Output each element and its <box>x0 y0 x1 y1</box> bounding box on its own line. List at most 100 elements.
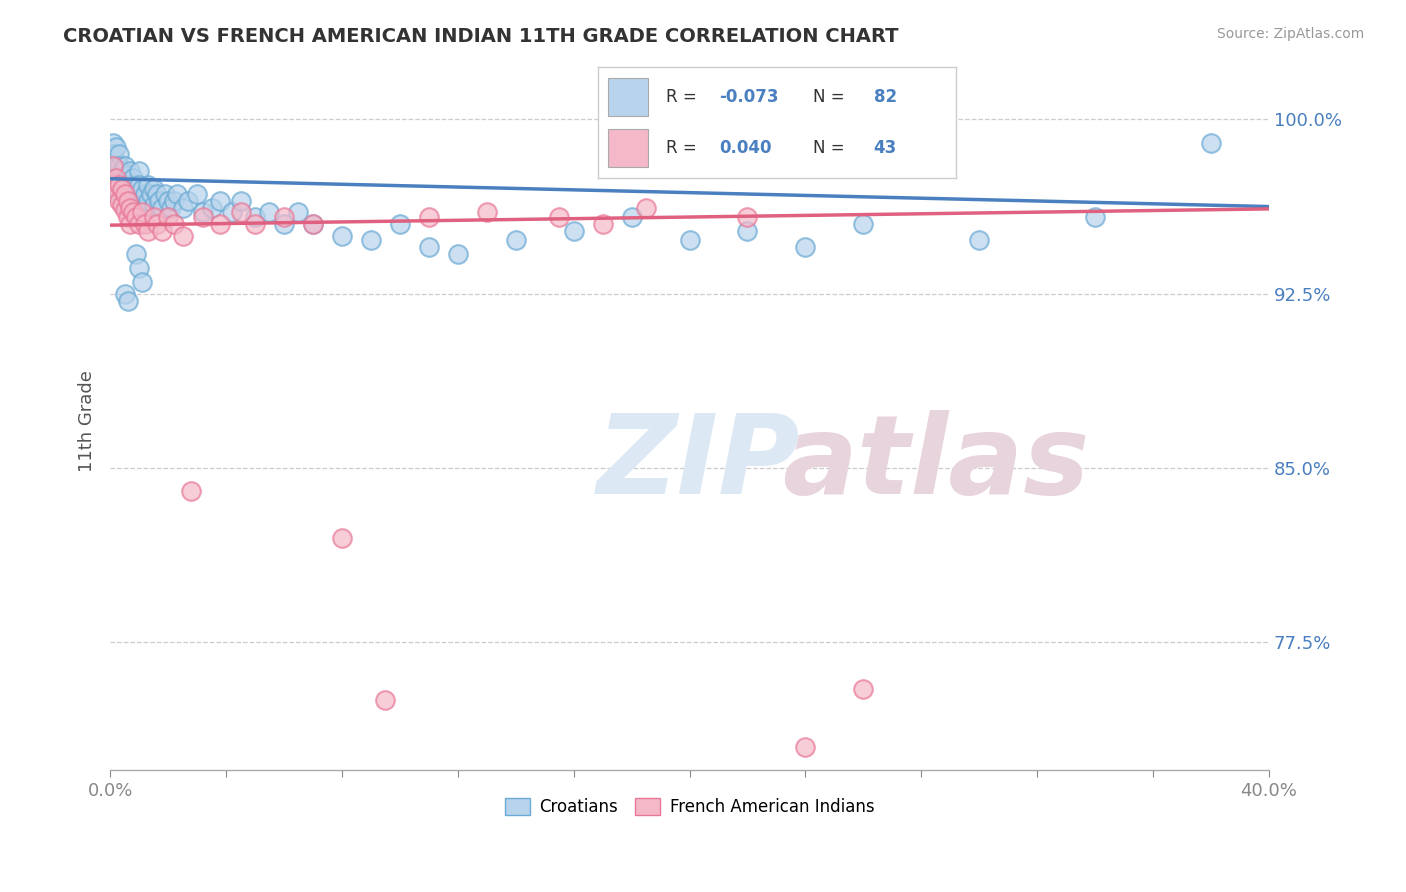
Point <box>967 233 990 247</box>
Point <box>122 170 145 185</box>
Point <box>374 693 396 707</box>
Point <box>259 205 281 219</box>
Point <box>592 217 614 231</box>
Point <box>108 186 131 201</box>
Point <box>447 247 470 261</box>
Point <box>145 217 167 231</box>
Point <box>794 240 817 254</box>
Point <box>128 217 150 231</box>
Point <box>191 205 214 219</box>
Point <box>852 681 875 696</box>
Point <box>388 217 411 231</box>
Point <box>157 210 180 224</box>
Point <box>128 178 150 192</box>
Point <box>122 186 145 201</box>
Point <box>134 201 156 215</box>
Point <box>794 739 817 754</box>
Point <box>273 217 295 231</box>
Point <box>172 201 194 215</box>
Point <box>117 210 139 224</box>
Point <box>1084 210 1107 224</box>
Point <box>134 217 156 231</box>
Point <box>128 194 150 208</box>
Point <box>139 186 162 201</box>
Point <box>360 233 382 247</box>
Point <box>104 154 127 169</box>
Point <box>172 228 194 243</box>
Point <box>114 186 136 201</box>
Point <box>418 240 440 254</box>
Text: N =: N = <box>813 139 849 157</box>
Point <box>108 178 131 192</box>
Point <box>678 233 700 247</box>
Point <box>273 210 295 224</box>
Point <box>131 182 153 196</box>
Text: Source: ZipAtlas.com: Source: ZipAtlas.com <box>1216 27 1364 41</box>
Point <box>153 186 176 201</box>
Point <box>142 182 165 196</box>
Point <box>737 224 759 238</box>
Point <box>108 147 131 161</box>
Point <box>163 194 186 208</box>
Text: ZIP: ZIP <box>596 409 800 516</box>
Point <box>111 163 134 178</box>
Point <box>209 217 232 231</box>
Point <box>287 205 309 219</box>
Point <box>122 205 145 219</box>
FancyBboxPatch shape <box>609 129 648 168</box>
Point <box>191 210 214 224</box>
Point <box>111 198 134 212</box>
Point <box>1199 136 1222 150</box>
FancyBboxPatch shape <box>609 78 648 116</box>
Point <box>122 201 145 215</box>
Point <box>505 233 527 247</box>
Legend: Croatians, French American Indians: Croatians, French American Indians <box>496 789 883 824</box>
Point <box>117 293 139 308</box>
Point <box>111 182 134 196</box>
Point <box>330 228 353 243</box>
Point <box>111 191 134 205</box>
Point <box>200 201 222 215</box>
Point <box>163 217 186 231</box>
Point <box>737 210 759 224</box>
Text: CROATIAN VS FRENCH AMERICAN INDIAN 11TH GRADE CORRELATION CHART: CROATIAN VS FRENCH AMERICAN INDIAN 11TH … <box>63 27 898 45</box>
Point <box>302 217 325 231</box>
Point <box>101 136 124 150</box>
Point <box>150 224 173 238</box>
Point <box>120 178 142 192</box>
Point <box>229 194 252 208</box>
Point <box>186 186 208 201</box>
Point <box>243 210 266 224</box>
Point <box>114 286 136 301</box>
Point <box>229 205 252 219</box>
Point <box>114 198 136 212</box>
Point <box>125 178 148 192</box>
Text: 0.040: 0.040 <box>720 139 772 157</box>
Point <box>330 531 353 545</box>
Point <box>125 194 148 208</box>
Point <box>177 194 200 208</box>
Point <box>418 210 440 224</box>
Point <box>111 178 134 192</box>
Point <box>108 178 131 192</box>
Point <box>104 170 127 185</box>
Point <box>157 194 180 208</box>
Point <box>104 140 127 154</box>
Point <box>117 194 139 208</box>
Point <box>166 186 188 201</box>
Point <box>125 247 148 261</box>
Point <box>852 217 875 231</box>
Point <box>142 210 165 224</box>
Point <box>120 191 142 205</box>
Point <box>128 163 150 178</box>
Point <box>180 484 202 499</box>
Point <box>142 198 165 212</box>
Point <box>136 178 159 192</box>
Point <box>136 194 159 208</box>
Point <box>134 186 156 201</box>
Point <box>548 210 571 224</box>
Point <box>117 194 139 208</box>
Point <box>160 201 183 215</box>
Point <box>108 159 131 173</box>
Text: 43: 43 <box>873 139 897 157</box>
